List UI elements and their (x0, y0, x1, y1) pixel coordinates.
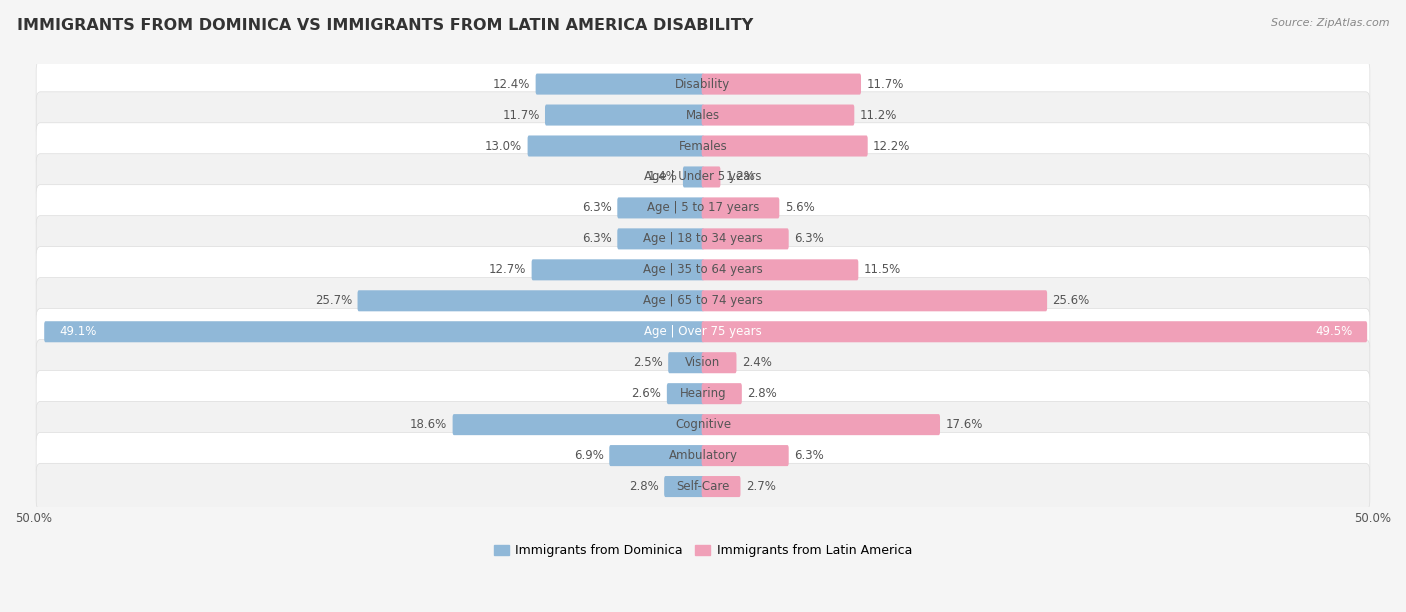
FancyBboxPatch shape (702, 73, 860, 95)
Text: Self-Care: Self-Care (676, 480, 730, 493)
Text: Ambulatory: Ambulatory (668, 449, 738, 462)
Text: 12.2%: 12.2% (873, 140, 911, 152)
Text: Source: ZipAtlas.com: Source: ZipAtlas.com (1271, 18, 1389, 28)
FancyBboxPatch shape (683, 166, 704, 187)
FancyBboxPatch shape (702, 383, 742, 404)
Text: 1.4%: 1.4% (648, 171, 678, 184)
FancyBboxPatch shape (37, 308, 1369, 355)
FancyBboxPatch shape (664, 476, 704, 497)
FancyBboxPatch shape (37, 247, 1369, 293)
FancyBboxPatch shape (37, 215, 1369, 262)
FancyBboxPatch shape (668, 352, 704, 373)
Text: Females: Females (679, 140, 727, 152)
Text: Age | 18 to 34 years: Age | 18 to 34 years (643, 233, 763, 245)
FancyBboxPatch shape (37, 154, 1369, 200)
FancyBboxPatch shape (702, 135, 868, 157)
FancyBboxPatch shape (527, 135, 704, 157)
FancyBboxPatch shape (702, 476, 741, 497)
Text: 1.2%: 1.2% (725, 171, 755, 184)
Text: 2.6%: 2.6% (631, 387, 661, 400)
FancyBboxPatch shape (666, 383, 704, 404)
Text: 6.9%: 6.9% (574, 449, 605, 462)
FancyBboxPatch shape (702, 290, 1047, 312)
Text: Age | 5 to 17 years: Age | 5 to 17 years (647, 201, 759, 214)
FancyBboxPatch shape (702, 228, 789, 250)
FancyBboxPatch shape (702, 445, 789, 466)
Text: 2.8%: 2.8% (628, 480, 659, 493)
FancyBboxPatch shape (609, 445, 704, 466)
FancyBboxPatch shape (531, 259, 704, 280)
Text: Age | 65 to 74 years: Age | 65 to 74 years (643, 294, 763, 307)
FancyBboxPatch shape (37, 185, 1369, 231)
Text: 5.6%: 5.6% (785, 201, 814, 214)
FancyBboxPatch shape (702, 352, 737, 373)
Text: 6.3%: 6.3% (582, 201, 612, 214)
Text: Cognitive: Cognitive (675, 418, 731, 431)
FancyBboxPatch shape (37, 432, 1369, 479)
Text: 6.3%: 6.3% (794, 233, 824, 245)
FancyBboxPatch shape (536, 73, 704, 95)
FancyBboxPatch shape (37, 61, 1369, 107)
FancyBboxPatch shape (702, 105, 855, 125)
FancyBboxPatch shape (357, 290, 704, 312)
FancyBboxPatch shape (37, 401, 1369, 448)
FancyBboxPatch shape (702, 321, 1367, 342)
Text: Age | 35 to 64 years: Age | 35 to 64 years (643, 263, 763, 277)
Text: Age | Under 5 years: Age | Under 5 years (644, 171, 762, 184)
Text: Males: Males (686, 108, 720, 122)
Text: 49.5%: 49.5% (1315, 325, 1353, 338)
Text: 11.7%: 11.7% (502, 108, 540, 122)
FancyBboxPatch shape (37, 463, 1369, 510)
Text: 6.3%: 6.3% (582, 233, 612, 245)
Text: Age | Over 75 years: Age | Over 75 years (644, 325, 762, 338)
FancyBboxPatch shape (37, 123, 1369, 170)
Text: Vision: Vision (685, 356, 721, 369)
Text: 17.6%: 17.6% (945, 418, 983, 431)
Text: 13.0%: 13.0% (485, 140, 522, 152)
Text: Hearing: Hearing (679, 387, 727, 400)
FancyBboxPatch shape (702, 166, 720, 187)
Text: 12.4%: 12.4% (494, 78, 530, 91)
Text: 11.7%: 11.7% (866, 78, 904, 91)
Text: 2.7%: 2.7% (745, 480, 776, 493)
FancyBboxPatch shape (702, 414, 941, 435)
FancyBboxPatch shape (37, 92, 1369, 138)
Text: 25.7%: 25.7% (315, 294, 352, 307)
Text: 25.6%: 25.6% (1053, 294, 1090, 307)
Text: 49.1%: 49.1% (59, 325, 97, 338)
FancyBboxPatch shape (37, 370, 1369, 417)
Text: 11.2%: 11.2% (859, 108, 897, 122)
FancyBboxPatch shape (617, 198, 704, 218)
FancyBboxPatch shape (702, 198, 779, 218)
Text: 2.8%: 2.8% (747, 387, 778, 400)
FancyBboxPatch shape (546, 105, 704, 125)
FancyBboxPatch shape (37, 340, 1369, 386)
Text: 12.7%: 12.7% (489, 263, 526, 277)
Text: Disability: Disability (675, 78, 731, 91)
FancyBboxPatch shape (37, 278, 1369, 324)
FancyBboxPatch shape (453, 414, 704, 435)
Text: 11.5%: 11.5% (863, 263, 901, 277)
Text: 2.4%: 2.4% (742, 356, 772, 369)
FancyBboxPatch shape (617, 228, 704, 250)
Legend: Immigrants from Dominica, Immigrants from Latin America: Immigrants from Dominica, Immigrants fro… (489, 539, 917, 562)
Text: 18.6%: 18.6% (411, 418, 447, 431)
Text: 2.5%: 2.5% (633, 356, 662, 369)
Text: IMMIGRANTS FROM DOMINICA VS IMMIGRANTS FROM LATIN AMERICA DISABILITY: IMMIGRANTS FROM DOMINICA VS IMMIGRANTS F… (17, 18, 754, 34)
Text: 6.3%: 6.3% (794, 449, 824, 462)
FancyBboxPatch shape (702, 259, 858, 280)
FancyBboxPatch shape (44, 321, 704, 342)
